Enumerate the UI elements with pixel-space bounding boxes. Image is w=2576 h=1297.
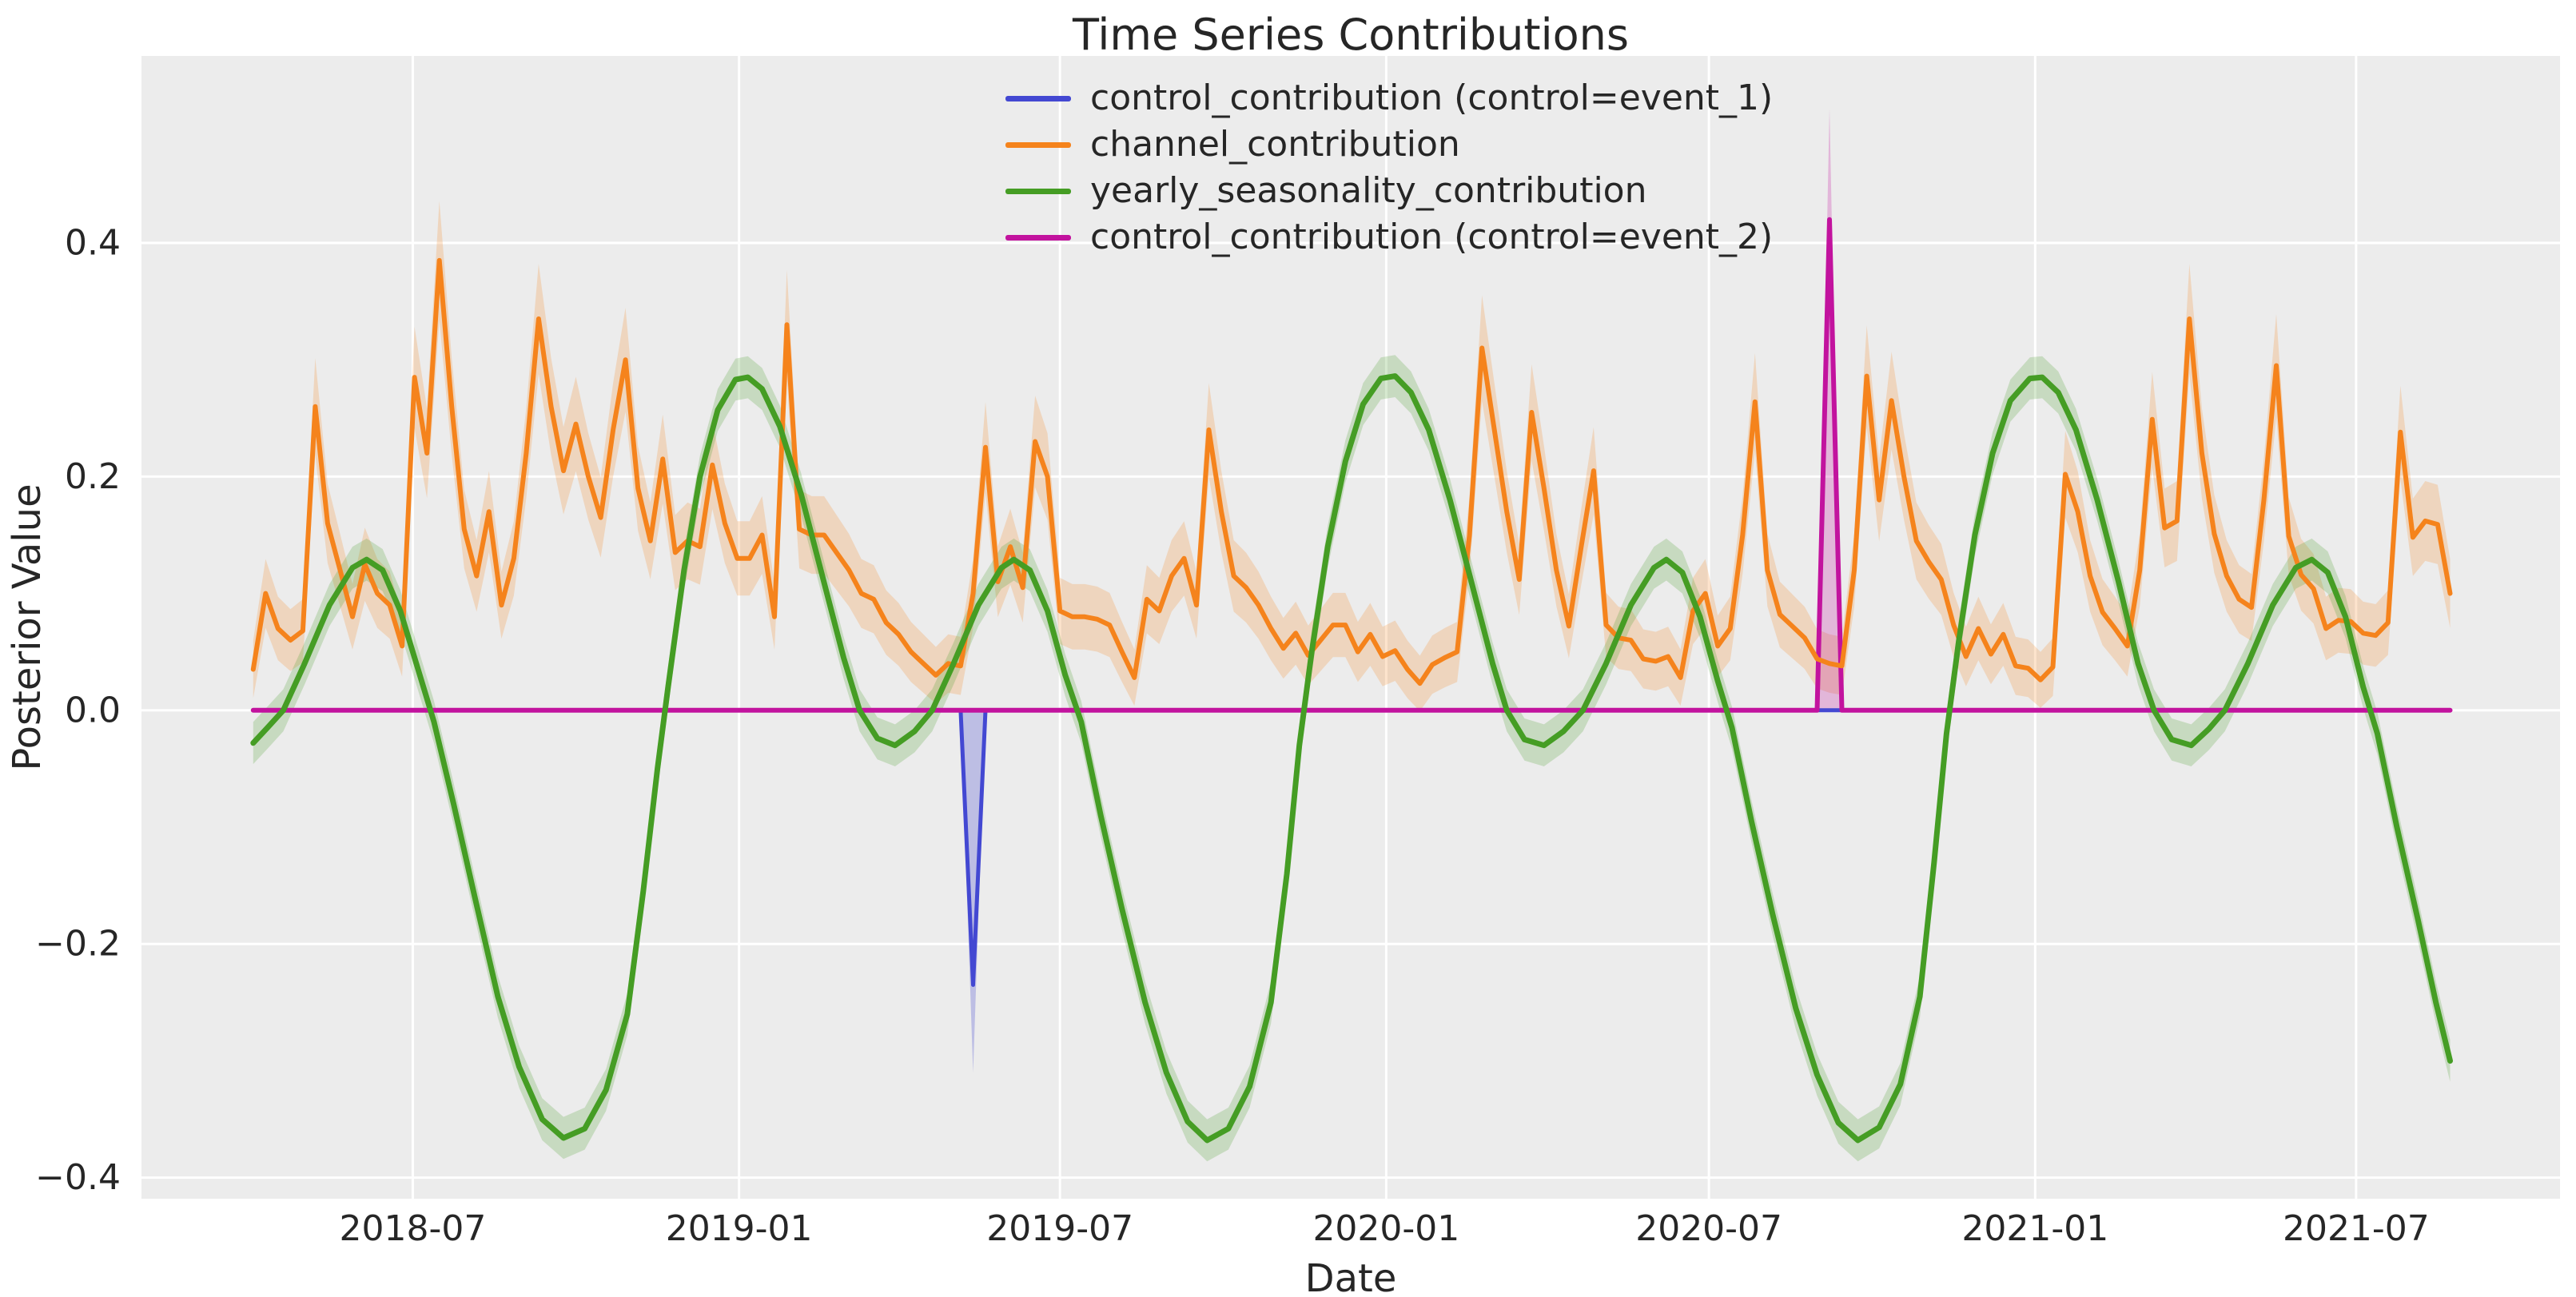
x-tick-label: 2018-07 [340,1208,487,1249]
channel-contribution-line [250,257,2453,686]
plot-area [141,56,2560,1199]
y-axis-label: Posterior Value [5,483,50,771]
legend-label: yearly_seasonality_contribution [1090,170,1647,211]
x-tick-label: 2020-07 [1635,1208,1782,1249]
control-event2-line [250,217,2453,713]
legend-item-control-event-1: control_contribution (control=event_1) [1005,75,1773,121]
legend-swatch-blue [1005,95,1071,101]
legend-swatch-green [1005,188,1071,194]
y-tick-label: −0.4 [35,1157,121,1198]
legend-label: control_contribution (control=event_1) [1090,78,1774,118]
x-tick-label: 2021-07 [2283,1208,2430,1249]
legend: control_contribution (control=event_1) c… [1005,75,1773,261]
x-tick-label: 2021-01 [1961,1208,2108,1249]
legend-swatch-magenta [1005,234,1071,241]
x-tick-label: 2019-01 [666,1208,813,1249]
x-axis-label: Date [1304,1256,1397,1297]
legend-swatch-orange [1005,141,1071,148]
legend-item-channel: channel_contribution [1005,121,1773,168]
legend-label: control_contribution (control=event_2) [1090,217,1774,257]
x-tick-label: 2020-01 [1312,1208,1459,1249]
event1-hdi-band [960,710,985,1073]
y-tick-label: 0.2 [65,456,121,497]
legend-item-yearly-seasonality: yearly_seasonality_contribution [1005,168,1773,214]
channel-hdi-band [253,201,2451,711]
legend-label: channel_contribution [1090,124,1460,165]
yearly-seasonality-line [250,373,2453,1144]
x-tick-label: 2019-07 [986,1208,1133,1249]
y-tick-label: 0.0 [65,690,121,730]
y-tick-label: 0.4 [65,222,121,263]
legend-item-control-event-2: control_contribution (control=event_2) [1005,214,1773,261]
y-tick-label: −0.2 [35,924,121,965]
chart-title: Time Series Contributions [1073,10,1629,60]
